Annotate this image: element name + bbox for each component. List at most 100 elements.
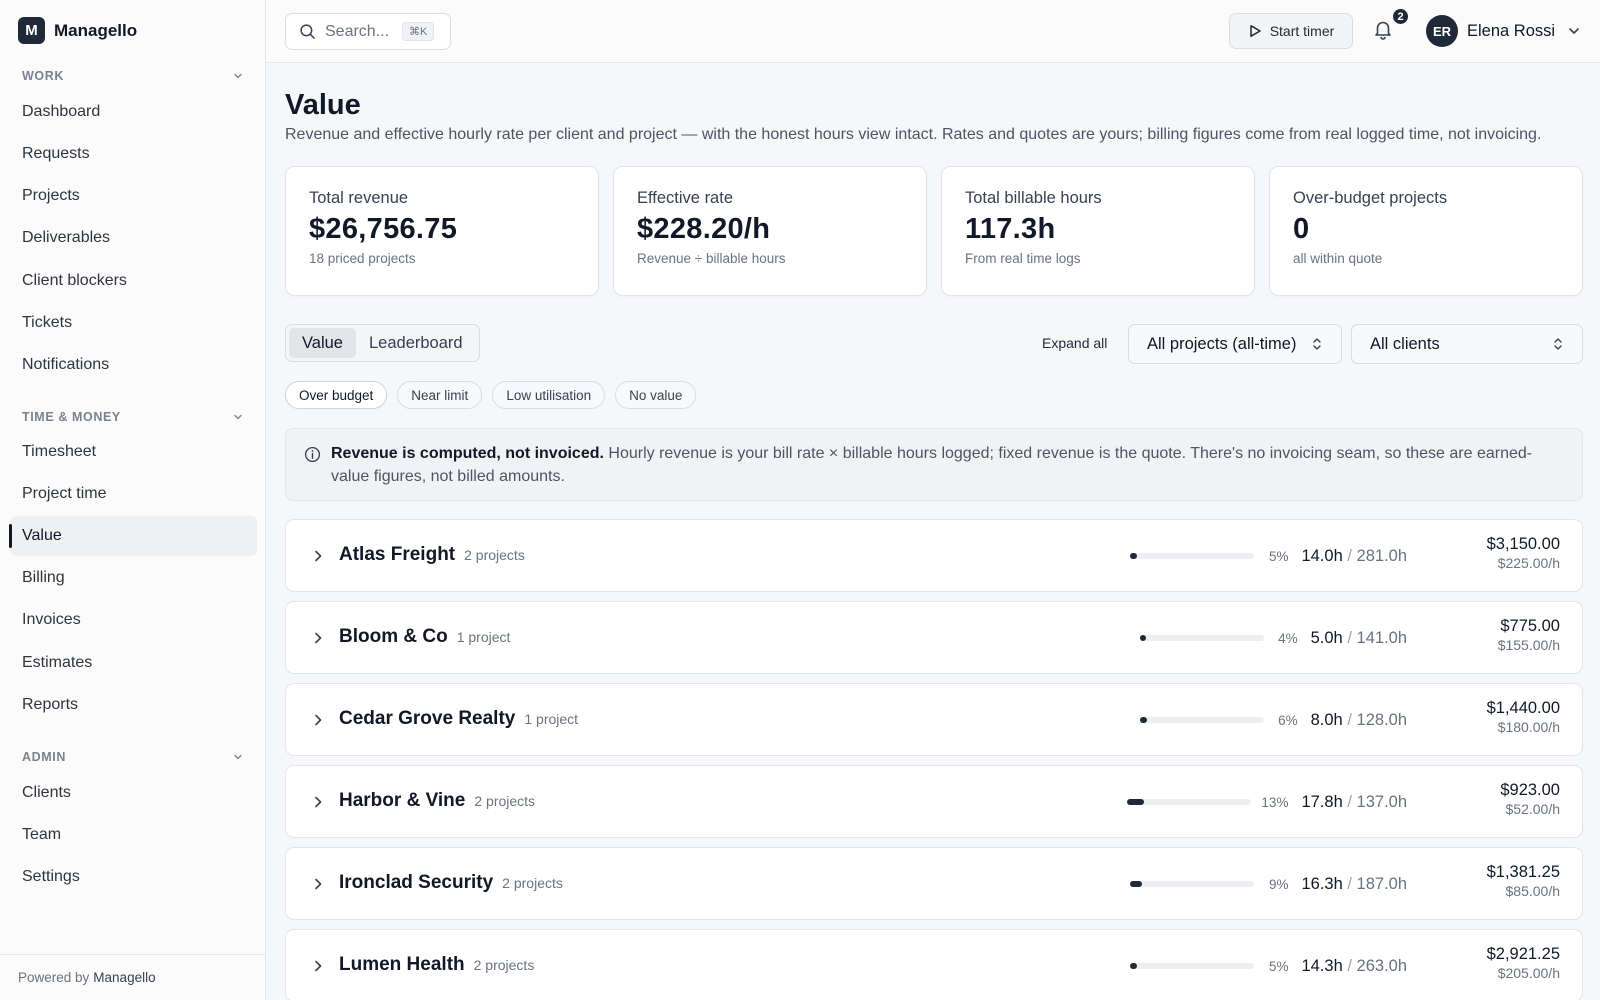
project-count: 1 project: [456, 629, 511, 645]
client-row[interactable]: Harbor & Vine 2 projects 13% 17.8h / 137.…: [285, 765, 1583, 838]
chevron-right-icon[interactable]: [310, 876, 326, 892]
client-row[interactable]: Lumen Health 2 projects 5% 14.3h / 263.0h…: [285, 929, 1583, 1000]
footer-prefix: Powered by: [18, 970, 90, 985]
stat-footnote: Revenue ÷ billable hours: [637, 251, 786, 266]
utilisation-bar-fill: [1130, 553, 1137, 559]
hours-logged-value: 14.0h: [1301, 546, 1343, 565]
filter-over-budget[interactable]: Over budget: [285, 381, 388, 409]
utilisation: 6% 8.0h / 128.0h: [1139, 710, 1407, 730]
stat-footnote: 18 priced projects: [309, 251, 416, 266]
filter-near-limit[interactable]: Near limit: [397, 381, 483, 409]
hours-quota: 137.0h: [1356, 792, 1407, 811]
utilisation-percent: 4%: [1278, 630, 1298, 646]
sidebar-footer: Powered by Managello: [0, 954, 266, 1000]
hourly-rate: $155.00/h: [1497, 637, 1560, 653]
stat-card-billable-hours: Total billable hours 117.3h From real ti…: [941, 166, 1255, 296]
chevron-right-icon[interactable]: [310, 548, 326, 564]
user-menu[interactable]: ER Elena Rossi: [1426, 15, 1581, 47]
play-icon: [1249, 25, 1261, 37]
tab-leaderboard[interactable]: Leaderboard: [368, 333, 463, 352]
sidebar-item-invoices[interactable]: Invoices: [22, 611, 81, 628]
search-input[interactable]: Search... ⌘K: [285, 13, 451, 50]
tab-value[interactable]: Value: [289, 328, 356, 358]
avatar: ER: [1426, 15, 1458, 47]
hours-logged-value: 5.0h: [1310, 628, 1343, 647]
hours-logged: 17.8h / 137.0h: [1301, 792, 1407, 811]
sidebar-item-notifications[interactable]: Notifications: [22, 356, 110, 373]
notifications-button[interactable]: [1372, 18, 1398, 44]
client-name-text: Lumen Health: [339, 954, 465, 975]
revenue-value: $775.00: [1500, 617, 1560, 635]
sidebar-item-reports[interactable]: Reports: [22, 696, 79, 713]
start-timer-label: Start timer: [1269, 23, 1335, 39]
start-timer-button[interactable]: Start timer: [1229, 13, 1353, 49]
sidebar-item-tickets[interactable]: Tickets: [22, 314, 73, 331]
section-header-admin[interactable]: ADMIN: [22, 748, 244, 766]
sidebar-item-client-blockers[interactable]: Client blockers: [22, 272, 127, 289]
revenue-value: $1,381.25: [1486, 863, 1560, 881]
utilisation-bar-fill: [1130, 963, 1137, 969]
chevron-right-icon[interactable]: [310, 630, 326, 646]
page-subtitle: Revenue and effective hourly rate per cl…: [285, 126, 1542, 143]
filter-low-utilisation[interactable]: Low utilisation: [492, 381, 606, 409]
revenue-block: $775.00 $155.00/h: [1498, 617, 1560, 653]
project-count: 2 projects: [474, 793, 536, 809]
client-name: Ironclad Security 2 projects: [339, 872, 563, 894]
stat-card-total-revenue: Total revenue $26,756.75 18 priced proje…: [285, 166, 599, 296]
sidebar-item-projects[interactable]: Projects: [22, 187, 80, 204]
stat-footnote: all within quote: [1293, 251, 1383, 266]
chevron-updown-icon: [1313, 338, 1321, 350]
client-select-value: All clients: [1370, 334, 1440, 353]
hourly-rate: $85.00/h: [1505, 883, 1561, 899]
sidebar-item-estimates[interactable]: Estimates: [22, 654, 93, 671]
client-row[interactable]: Atlas Freight 2 projects 5% 14.0h / 281.0…: [285, 519, 1583, 592]
client-row[interactable]: Bloom & Co 1 project 4% 5.0h / 141.0h $77…: [285, 601, 1583, 674]
utilisation-bar-fill: [1139, 635, 1146, 641]
project-select-value: All projects (all-time): [1147, 334, 1297, 353]
section-header-time-money[interactable]: TIME & MONEY: [22, 408, 244, 426]
client-row[interactable]: Ironclad Security 2 projects 9% 16.3h / 1…: [285, 847, 1583, 920]
client-name-text: Harbor & Vine: [339, 790, 466, 811]
chevron-right-icon[interactable]: [310, 958, 326, 974]
sidebar-item-requests[interactable]: Requests: [22, 145, 90, 162]
hourly-rate: $225.00/h: [1497, 555, 1560, 571]
notice-text: Hourly revenue is your bill rate × billa…: [331, 445, 1533, 485]
client-row[interactable]: Cedar Grove Realty 1 project 6% 8.0h / 12…: [285, 683, 1583, 756]
chevron-right-icon[interactable]: [310, 794, 326, 810]
brand[interactable]: M Managello: [18, 17, 137, 44]
sidebar-item-timesheet[interactable]: Timesheet: [22, 443, 97, 460]
sidebar-item-billing[interactable]: Billing: [22, 569, 65, 586]
sidebar-item-team[interactable]: Team: [22, 826, 62, 843]
chevron-right-icon[interactable]: [310, 712, 326, 728]
sidebar-item-deliverables[interactable]: Deliverables: [22, 229, 111, 246]
revenue-value: $1,440.00: [1486, 699, 1560, 717]
utilisation-bar-fill: [1139, 717, 1148, 723]
utilisation-bar: [1127, 799, 1252, 805]
stat-label: Total billable hours: [965, 189, 1102, 207]
utilisation: 13% 17.8h / 137.0h: [1127, 792, 1407, 812]
hours-logged: 16.3h / 187.0h: [1301, 874, 1407, 893]
sidebar-item-settings[interactable]: Settings: [22, 868, 80, 885]
sidebar-item-value[interactable]: Value: [9, 516, 257, 556]
client-name-text: Cedar Grove Realty: [339, 708, 516, 729]
info-notice: Revenue is computed, not invoiced. Hourl…: [285, 428, 1583, 501]
client-name-text: Atlas Freight: [339, 544, 456, 565]
sidebar-item-project-time[interactable]: Project time: [22, 485, 107, 502]
stat-value: $26,756.75: [309, 213, 458, 245]
filter-no-value[interactable]: No value: [615, 381, 697, 409]
hours-logged-value: 14.3h: [1301, 956, 1343, 975]
client-select[interactable]: All clients: [1351, 324, 1583, 364]
bell-icon: [1375, 21, 1391, 40]
stat-footnote: From real time logs: [965, 251, 1081, 266]
utilisation-bar-fill: [1127, 799, 1144, 805]
hourly-rate: $52.00/h: [1505, 801, 1561, 817]
project-select[interactable]: All projects (all-time): [1128, 324, 1342, 364]
section-header-work[interactable]: WORK: [22, 67, 244, 85]
expand-all-button[interactable]: Expand all: [1042, 335, 1108, 351]
sidebar-item-dashboard[interactable]: Dashboard: [22, 103, 101, 120]
section-title: WORK: [22, 69, 64, 83]
sidebar-item-clients[interactable]: Clients: [22, 784, 71, 801]
footer-brand-link[interactable]: Managello: [93, 970, 156, 985]
utilisation: 9% 16.3h / 187.0h: [1130, 874, 1407, 894]
search-placeholder: Search...: [325, 22, 390, 40]
